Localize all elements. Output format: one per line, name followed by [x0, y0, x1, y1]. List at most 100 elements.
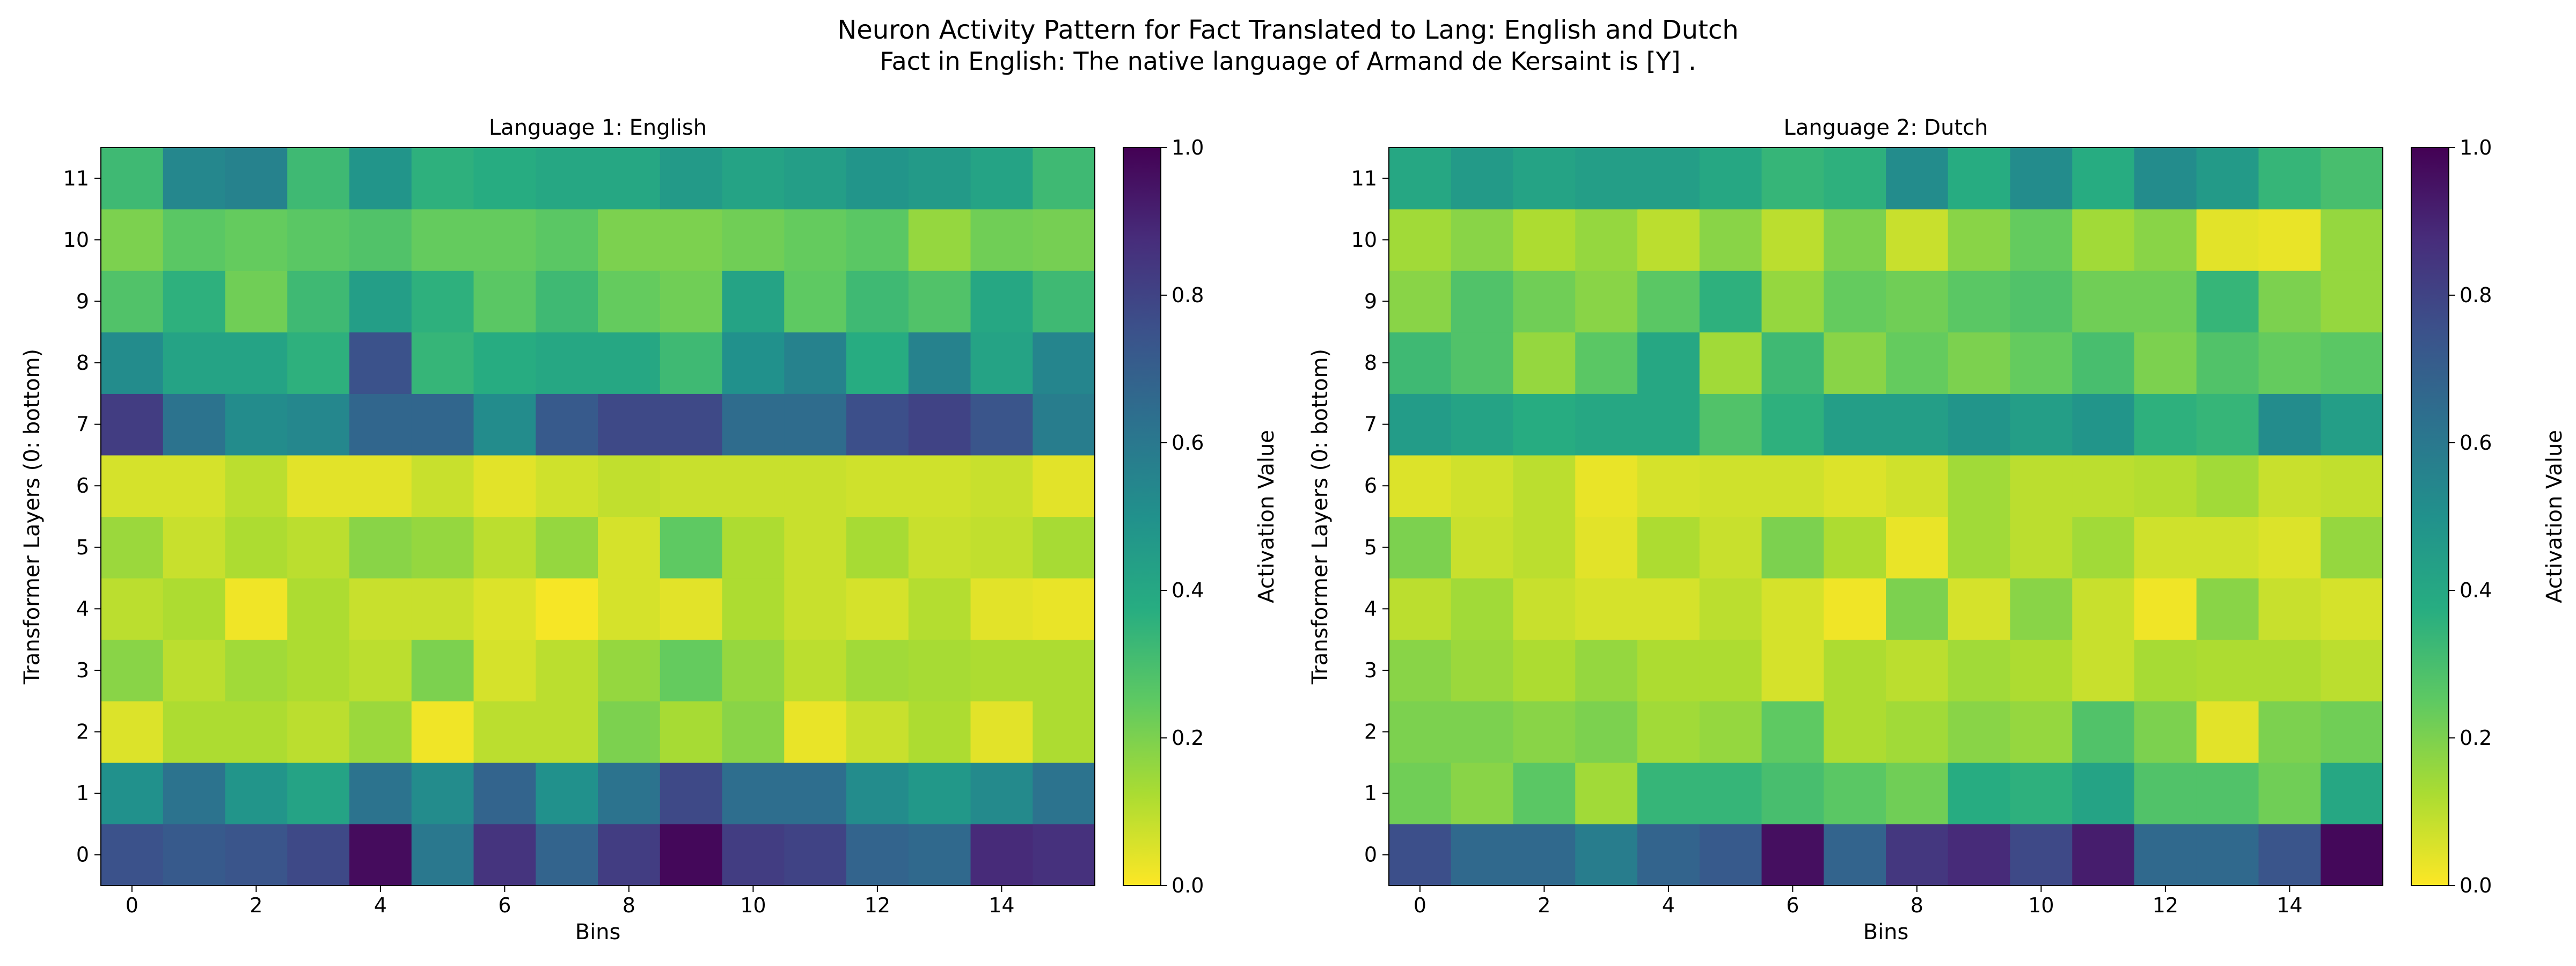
heatmap-cell-l7-b0 [1389, 393, 1452, 456]
heatmap-cell-l6-b8 [1886, 455, 1949, 517]
heatmap-cell-l11-b15 [2321, 148, 2383, 210]
figure-title: Neuron Activity Pattern for Fact Transla… [837, 15, 1738, 45]
heatmap-cell-l5-b12 [2134, 516, 2197, 579]
heatmap-cell-l1-b1 [163, 762, 226, 825]
heatmap-cell-l10-b8 [1886, 209, 1949, 271]
heatmap-cell-l6-b12 [846, 455, 909, 517]
x-tick-label: 0 [126, 894, 138, 917]
heatmap-cell-l11-b8 [1886, 148, 1949, 210]
heatmap-cell-l6-b7 [536, 455, 598, 517]
heatmap-cell-l8-b1 [1451, 332, 1514, 394]
heatmap-cell-l7-b10 [2010, 393, 2073, 456]
heatmap-cell-l6-b2 [225, 455, 288, 517]
heatmap-cell-l9-b14 [2258, 270, 2321, 333]
heatmap-cell-l2-b12 [846, 701, 909, 763]
heatmap-cell-l2-b6 [473, 701, 536, 763]
heatmap-cell-l1-b0 [1389, 762, 1452, 825]
y-tick-label: 7 [76, 413, 89, 436]
heatmap-cell-l0-b10 [722, 824, 785, 886]
x-tick-label: 10 [740, 894, 766, 917]
heatmap-cell-l6-b13 [2196, 455, 2259, 517]
heatmap-cell-l0-b13 [908, 824, 971, 886]
heatmap-cell-l7-b13 [908, 393, 971, 456]
heatmap-cell-l5-b15 [2321, 516, 2383, 579]
y-tick-label: 5 [1364, 536, 1377, 559]
heatmap-cell-l11-b2 [225, 148, 288, 210]
heatmap-cell-l11-b6 [473, 148, 536, 210]
heatmap-cell-l8-b3 [1575, 332, 1638, 394]
heatmap-cell-l7-b8 [598, 393, 661, 456]
heatmap-cell-l10-b8 [598, 209, 661, 271]
heatmap-cell-l1-b11 [2072, 762, 2135, 825]
heatmap-cell-l10-b10 [2010, 209, 2073, 271]
heatmap-cell-l5-b4 [349, 516, 412, 579]
heatmap-cell-l2-b3 [287, 701, 350, 763]
heatmap-cell-l10-b6 [473, 209, 536, 271]
x-tick-label: 12 [2153, 894, 2178, 917]
heatmap-cell-l5-b5 [1699, 516, 1762, 579]
heatmap-cell-l4-b8 [1886, 578, 1949, 640]
heatmap-cell-l3-b8 [1886, 639, 1949, 701]
heatmap-cell-l9-b0 [1389, 270, 1452, 333]
heatmap-cell-l10-b14 [970, 209, 1033, 271]
heatmap-cell-l6-b2 [1513, 455, 1576, 517]
y-axis-label: Transformer Layers (0: bottom) [1308, 349, 1333, 685]
colorbar [1123, 148, 1161, 885]
heatmap-cell-l8-b13 [2196, 332, 2259, 394]
heatmap-cell-l6-b4 [1637, 455, 1700, 517]
heatmap-cell-l1-b0 [101, 762, 164, 825]
heatmap-cell-l8-b9 [660, 332, 723, 394]
heatmap-cell-l8-b2 [225, 332, 288, 394]
heatmap-cell-l9-b12 [846, 270, 909, 333]
heatmap-cell-l7-b3 [287, 393, 350, 456]
heatmap-cell-l3-b15 [1033, 639, 1095, 701]
colorbar-tick-label: 0.4 [1172, 579, 1204, 602]
x-tick-label: 10 [2028, 894, 2054, 917]
heatmap-cell-l3-b14 [2258, 639, 2321, 701]
heatmap-cell-l11-b10 [2010, 148, 2073, 210]
heatmap-cell-l7-b7 [1824, 393, 1886, 456]
plot-frame [1388, 147, 2383, 886]
y-tick-label: 1 [1364, 781, 1377, 805]
heatmap-cell-l1-b7 [1824, 762, 1886, 825]
y-tick-label: 4 [76, 597, 89, 620]
heatmap-cell-l10-b3 [1575, 209, 1638, 271]
heatmap-cell-l3-b11 [784, 639, 847, 701]
heatmap-cell-l4-b10 [722, 578, 785, 640]
heatmap-cell-l10-b0 [1389, 209, 1452, 271]
heatmap-cell-l2-b14 [970, 701, 1033, 763]
heatmap-cell-l9-b11 [784, 270, 847, 333]
heatmap-cell-l5-b8 [1886, 516, 1949, 579]
heatmap-cell-l0-b4 [1637, 824, 1700, 886]
heatmap-cell-l8-b14 [2258, 332, 2321, 394]
heatmap-cell-l6-b10 [722, 455, 785, 517]
heatmap-cell-l1-b7 [536, 762, 598, 825]
heatmap-cell-l4-b8 [598, 578, 661, 640]
colorbar-tick-label: 0.8 [2460, 283, 2492, 307]
heatmap-cell-l8-b0 [101, 332, 164, 394]
heatmap-cell-l8-b2 [1513, 332, 1576, 394]
heatmap-cell-l2-b15 [2321, 701, 2383, 763]
heatmap-cell-l4-b10 [2010, 578, 2073, 640]
heatmap-cell-l9-b6 [473, 270, 536, 333]
heatmap-cell-l3-b9 [660, 639, 723, 701]
colorbar-tick-label: 0.8 [1172, 283, 1204, 307]
heatmap-cell-l11-b13 [2196, 148, 2259, 210]
heatmap-cell-l1-b1 [1451, 762, 1514, 825]
heatmap-cell-l3-b1 [163, 639, 226, 701]
heatmap-cell-l2-b15 [1033, 701, 1095, 763]
heatmap-cell-l5-b13 [908, 516, 971, 579]
heatmap-cell-l3-b1 [1451, 639, 1514, 701]
heatmap-cell-l11-b9 [660, 148, 723, 210]
heatmap-cell-l9-b9 [660, 270, 723, 333]
heatmap-cell-l11-b3 [287, 148, 350, 210]
heatmap-cell-l3-b2 [225, 639, 288, 701]
heatmap-cell-l1-b15 [1033, 762, 1095, 825]
heatmap-cell-l6-b14 [970, 455, 1033, 517]
heatmap-cell-l11-b5 [411, 148, 474, 210]
heatmap-cell-l11-b4 [349, 148, 412, 210]
heatmap-cell-l6-b6 [473, 455, 536, 517]
heatmap-cell-l5-b6 [1761, 516, 1824, 579]
heatmap-cell-l11-b4 [1637, 148, 1700, 210]
